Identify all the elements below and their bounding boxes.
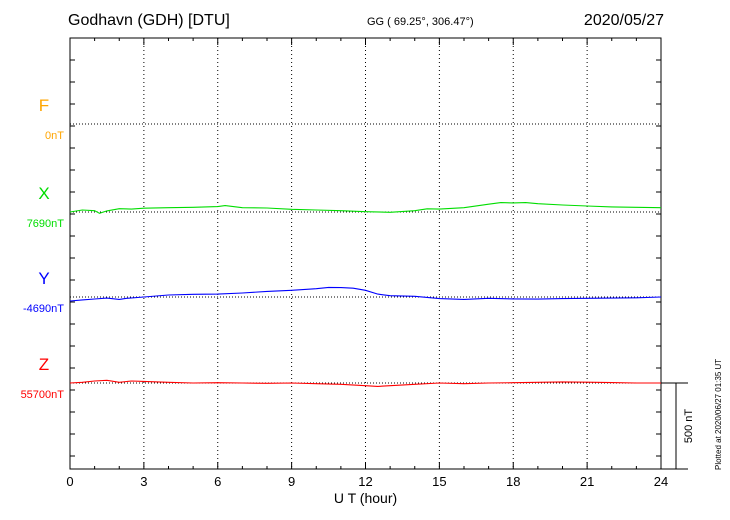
trace-y [69,286,662,302]
baseline-label-y: -4690nT [23,303,64,315]
baseline-label-x: 7690nT [27,218,65,230]
series-name-f: F [39,96,49,115]
chart-title: Godhavn (GDH) [DTU] [68,12,230,29]
trace-x [69,202,662,214]
series-name-z: Z [39,355,49,374]
x-tick-label: 18 [506,474,520,489]
scale-bar-label: 500 nT [683,409,695,444]
series-name-x: X [38,184,49,203]
series-name-y: Y [38,269,49,288]
x-tick-label: 12 [358,474,372,489]
station-coordinates: GG ( 69.25°, 306.47°) [367,16,474,28]
trace-z [69,379,661,387]
x-tick-label: 21 [580,474,594,489]
x-tick-label: 15 [432,474,446,489]
x-tick-label: 0 [66,474,73,489]
x-axis-label: U T (hour) [334,490,397,506]
chart-date: 2020/05/27 [583,12,664,29]
baseline-label-f: 0nT [45,130,64,142]
x-tick-label: 9 [288,474,295,489]
x-tick-label: 24 [654,474,668,489]
x-tick-label: 6 [214,474,221,489]
x-tick-label: 3 [140,474,147,489]
plotted-timestamp: Plotted at 2020/06/27 01:35 UT [714,358,723,470]
baseline-label-z: 55700nT [21,389,65,401]
